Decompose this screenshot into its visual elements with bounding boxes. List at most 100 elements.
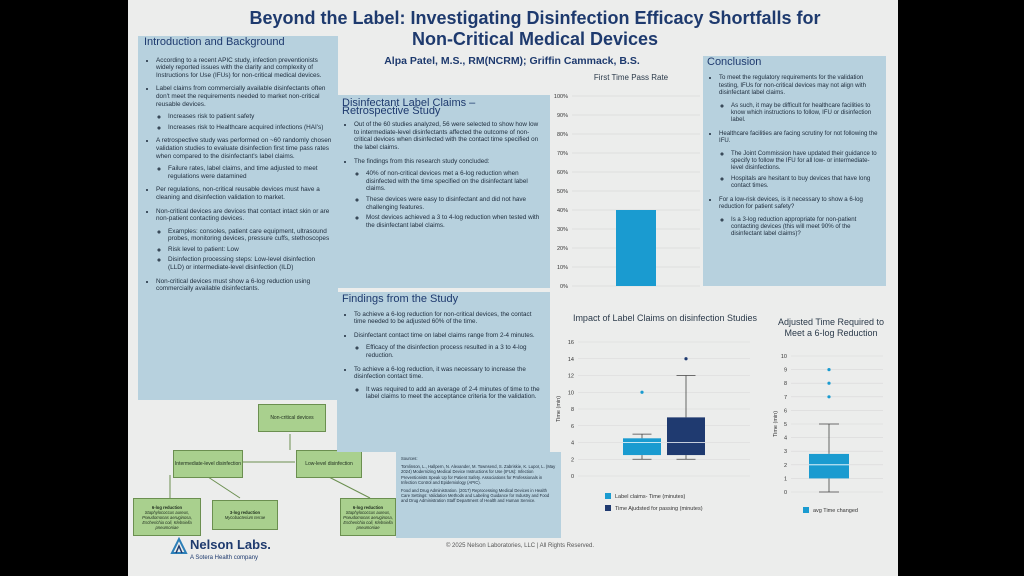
title-line-1: Beyond the Label: Investigating Disinfec… xyxy=(249,8,821,28)
source-entry: Tomlinson, L., Hallpern, N. Alexander, M… xyxy=(401,464,556,485)
y-tick-label: 100% xyxy=(554,94,568,100)
y-tick-label: 1 xyxy=(784,476,787,482)
intro-bullet-text: A retrospective study was performed on ~… xyxy=(156,137,332,160)
pass-rate-chart-title: First Time Pass Rate xyxy=(593,73,669,82)
flow-3log: 3-log reduction Mycobacterium terrae xyxy=(212,500,278,530)
intro-bullet: Per regulations, non-critical reusable d… xyxy=(156,186,332,201)
conclusion-bullet: Healthcare facilities are facing scrutin… xyxy=(719,130,882,190)
y-tick-label: 60% xyxy=(557,170,568,176)
flow-6log-b-title: 6-log reduction xyxy=(352,504,384,510)
box-iqr xyxy=(623,438,661,456)
findings-list: To achieve a 6-log reduction for non-cri… xyxy=(342,311,545,401)
authors: Alpa Patel, M.S., RM(NCRM); Griffin Camm… xyxy=(384,55,640,67)
impact-chart: 0 2 4 6 8 10 12 14 16 Time (min) Label claims- Tim… xyxy=(556,340,750,512)
y-tick-label: 20% xyxy=(557,246,568,252)
intro-heading: Introduction and Background xyxy=(144,36,285,48)
y-tick-label: 10 xyxy=(781,354,787,360)
box-iqr xyxy=(667,417,705,456)
intro-subbullet: Increases risk to Healthcare acquired in… xyxy=(168,124,332,132)
y-tick-label: 7 xyxy=(784,395,787,401)
findings-bullet-text: Disinfectant contact time on label claim… xyxy=(354,331,535,339)
disinfectant-bullet: The findings from this research study co… xyxy=(354,158,545,230)
y-tick-label: 10% xyxy=(557,265,568,271)
y-tick-label: 9 xyxy=(784,368,787,374)
flow-noncritical: Non-critical devices xyxy=(258,404,326,432)
y-tick-label: 6 xyxy=(571,424,574,430)
y-tick-label: 50% xyxy=(557,189,568,195)
disinfectant-subbullet: These devices were easy to disinfectant … xyxy=(366,196,545,211)
y-tick-label: 4 xyxy=(784,436,787,442)
box-outlier xyxy=(640,390,644,394)
intro-bullet: Label claims from commercially available… xyxy=(156,85,332,131)
flow-6log-b-body: Staphylococcus aureus, Pseudomonas aerug… xyxy=(343,509,393,530)
intro-bullet: Non-critical devices are devices that co… xyxy=(156,208,332,272)
y-tick-label: 8 xyxy=(784,381,787,387)
pass-rate-chart: 0% 10% 20% 30% 40% 50% 60% 70% 80% 90% 100% xyxy=(554,94,700,290)
legend-label: avg Time changed xyxy=(813,508,858,514)
intro-subbullet: Disinfection processing steps: Low-level… xyxy=(168,256,332,271)
findings-bullet-text: To achieve a 6-log reduction, it was nec… xyxy=(354,365,526,381)
y-tick-label: 6 xyxy=(784,408,787,414)
disinfectant-subbullet: 40% of non-critical devices met a 6-log … xyxy=(366,170,545,193)
disinfectant-panel: Disinfectant Label Claims – Retrospectiv… xyxy=(337,95,550,288)
legend-swatch xyxy=(605,493,611,499)
legend-label: Label claims- Time (minutes) xyxy=(615,494,685,500)
findings-bullet: To achieve a 6-log reduction, it was nec… xyxy=(354,366,545,401)
flow-3log-title: 3-log reduction xyxy=(229,510,261,515)
intro-bullet-text: Label claims from commercially available… xyxy=(156,85,326,108)
flow-6log-a-body: Staphylococcus aureus, Pseudomonas aerug… xyxy=(142,509,192,530)
y-tick-label: 3 xyxy=(784,449,787,455)
flow-connectors xyxy=(169,434,371,499)
flow-6log-a-title: 6-log reduction xyxy=(151,504,183,510)
findings-panel: Findings from the Study To achieve a 6-l… xyxy=(337,292,550,452)
findings-bullet: To achieve a 6-log reduction for non-cri… xyxy=(354,311,545,326)
intro-subbullet: Examples: consoles, patient care equipme… xyxy=(168,228,332,243)
conclusion-bullet: To meet the regulatory requirements for … xyxy=(719,74,882,123)
y-tick-label: 4 xyxy=(571,441,574,447)
disinfectant-subbullet: Most devices achieved a 3 to 4-log reduc… xyxy=(366,214,545,229)
impact-chart-title: Impact of Label Claims on disinfection S… xyxy=(572,313,758,323)
legend-swatch xyxy=(605,505,611,511)
logo-tagline: A Sotera Health company xyxy=(190,555,259,561)
y-tick-label: 70% xyxy=(557,151,568,157)
intro-bullet: According to a recent APIC study, infect… xyxy=(156,57,332,80)
y-axis-label: Time (min) xyxy=(556,396,562,422)
conclusion-panel: Conclusion To meet the regulatory requir… xyxy=(703,56,886,286)
y-tick-label: 16 xyxy=(568,340,574,346)
intro-subbullet: Risk level to patient: Low xyxy=(168,246,332,254)
conclusion-bullet: For a low-risk devices, is it necessary … xyxy=(719,196,882,238)
conclusion-subbullet: Hospitals are hesitant to buy devices th… xyxy=(731,175,882,190)
y-tick-label: 10 xyxy=(568,390,574,396)
legend-label: Time Ajudsted for passing (minutes) xyxy=(615,506,703,512)
title-line-2: Non-Critical Medical Devices xyxy=(411,29,659,49)
intro-subbullet: Increases risk to patient safety xyxy=(168,113,332,121)
nelson-labs-logo: Nelson Labs. A Sotera Health company xyxy=(170,535,280,571)
poster-title: Beyond the Label: Investigating Disinfec… xyxy=(210,8,860,50)
y-tick-label: 8 xyxy=(571,407,574,413)
disinfectant-heading-line2: Retrospective Study xyxy=(342,104,441,117)
y-tick-label: 12 xyxy=(568,374,574,380)
conclusion-bullet-text: For a low-risk devices, is it necessary … xyxy=(719,195,863,211)
conclusion-list: To meet the regulatory requirements for … xyxy=(707,74,882,237)
conclusion-bullet-text: Healthcare facilities are facing scrutin… xyxy=(719,129,878,145)
copyright: © 2025 Nelson Laboratories, LLC | All Ri… xyxy=(445,543,595,549)
conclusion-heading: Conclusion xyxy=(707,56,762,68)
flow-intermediate: Intermediate-level disinfection xyxy=(173,450,243,478)
pass-rate-bar xyxy=(616,210,656,286)
conclusion-bullet-text: To meet the regulatory requirements for … xyxy=(719,74,866,97)
y-tick-label: 30% xyxy=(557,227,568,233)
intro-bullet: Non-critical devices must show a 6-log r… xyxy=(156,278,332,293)
y-tick-label: 90% xyxy=(557,113,568,119)
box-outlier xyxy=(827,368,831,372)
y-tick-label: 0 xyxy=(571,474,574,480)
flow-3log-body: Mycobacterium terrae xyxy=(224,515,266,520)
y-tick-label: 0% xyxy=(560,284,568,290)
legend-swatch xyxy=(803,507,809,513)
box-outlier xyxy=(827,381,831,385)
conclusion-subbullet: Is a 3-log reduction appropriate for non… xyxy=(731,216,882,238)
sources-heading: Sources: xyxy=(401,456,418,461)
flow-low: Low-level disinfection xyxy=(296,450,362,478)
intro-panel: Introduction and Background According to… xyxy=(138,36,338,400)
logo-brand: Nelson Labs. xyxy=(190,537,271,552)
adjusted-chart: 0 1 2 3 4 5 6 7 8 9 10 Time (min) avg Time changed xyxy=(773,354,883,514)
